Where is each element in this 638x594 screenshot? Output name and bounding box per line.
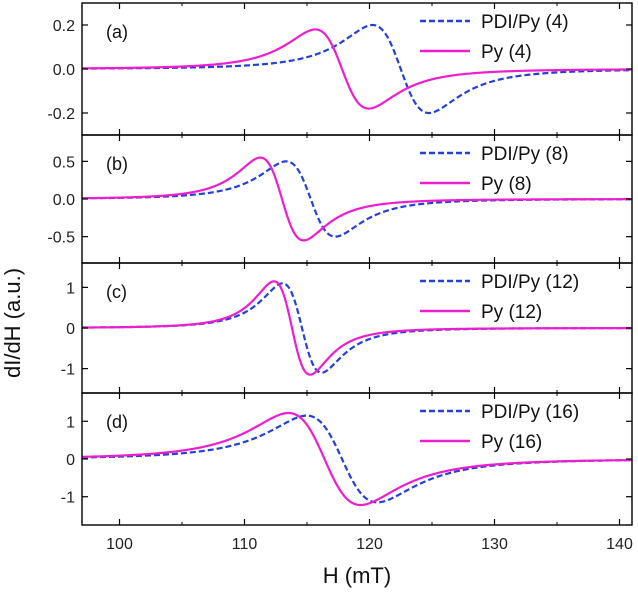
curves xyxy=(82,411,632,507)
y-tick-label: 1 xyxy=(66,280,75,297)
y-tick-label: -0.5 xyxy=(47,230,75,247)
x-axis-title: H (mT) xyxy=(323,563,391,588)
y-tick-label: -1 xyxy=(61,362,75,379)
y-tick-label: 0.2 xyxy=(53,18,75,35)
x-tick-label: 130 xyxy=(481,536,508,553)
x-tick-label: 110 xyxy=(232,536,258,553)
y-tick-label: 0.0 xyxy=(53,192,75,209)
x-tick-labels: 100 110 120 130 140 xyxy=(106,536,633,553)
series-line-py-12 xyxy=(82,280,632,376)
x-tick-label: 100 xyxy=(106,536,133,553)
legend-label-pdi-py-12: PDI/Py (12) xyxy=(481,272,579,293)
curves xyxy=(82,156,632,242)
legend-label-py-12: Py (12) xyxy=(481,302,542,323)
y-axis-title: dI/dH (a.u.) xyxy=(0,268,25,378)
legend-label-pdi-py-8: PDI/Py (8) xyxy=(481,144,569,165)
legend-label-py-16: Py (16) xyxy=(481,432,542,453)
panel-1: -0.2 0.0 0.2 (a) PDI/Py (4) Py (4) xyxy=(47,2,633,136)
shared-x-axis: 100 110 120 130 140 H (mT) xyxy=(106,536,633,588)
legend-label-pdi-py-4: PDI/Py (4) xyxy=(481,12,569,33)
panel-label: (d) xyxy=(106,412,128,432)
curves xyxy=(82,23,632,115)
series-line-py-8 xyxy=(82,156,632,242)
x-tick-label: 140 xyxy=(606,536,633,553)
panel-label: (c) xyxy=(106,282,127,302)
panel-3: -1 0 1 (c) PDI/Py (12) Py (12) xyxy=(61,262,633,394)
y-tick-label: 0 xyxy=(66,452,75,469)
legend-label-py-8: Py (8) xyxy=(481,174,532,195)
series-line-py-16 xyxy=(82,411,632,507)
y-tick-label: -0.2 xyxy=(47,106,75,123)
panels: -0.2 0.0 0.2 (a) PDI/Py (4) Py (4) -0.5 0.0 0.5 (… xyxy=(47,2,633,526)
y-tick-label: 0 xyxy=(66,321,75,338)
y-tick-label: 0.5 xyxy=(53,154,75,171)
y-tick-label: 1 xyxy=(66,414,75,431)
x-tick-label: 120 xyxy=(356,536,383,553)
curves xyxy=(82,280,632,376)
legend-label-pdi-py-16: PDI/Py (16) xyxy=(481,402,579,423)
y-tick-label: 0.0 xyxy=(53,62,75,79)
series-line-pdi-py-16 xyxy=(82,414,632,504)
legend-label-py-4: Py (4) xyxy=(481,42,532,63)
series-line-py-4 xyxy=(82,28,632,110)
panel-2: -0.5 0.0 0.5 (b) PDI/Py (8) Py (8) xyxy=(47,134,633,264)
y-tick-label: -1 xyxy=(61,490,75,507)
panel-4: -1 0 1 (d) PDI/Py (16) Py (16) xyxy=(61,392,633,526)
panel-label: (b) xyxy=(106,154,128,174)
panel-label: (a) xyxy=(106,22,128,42)
